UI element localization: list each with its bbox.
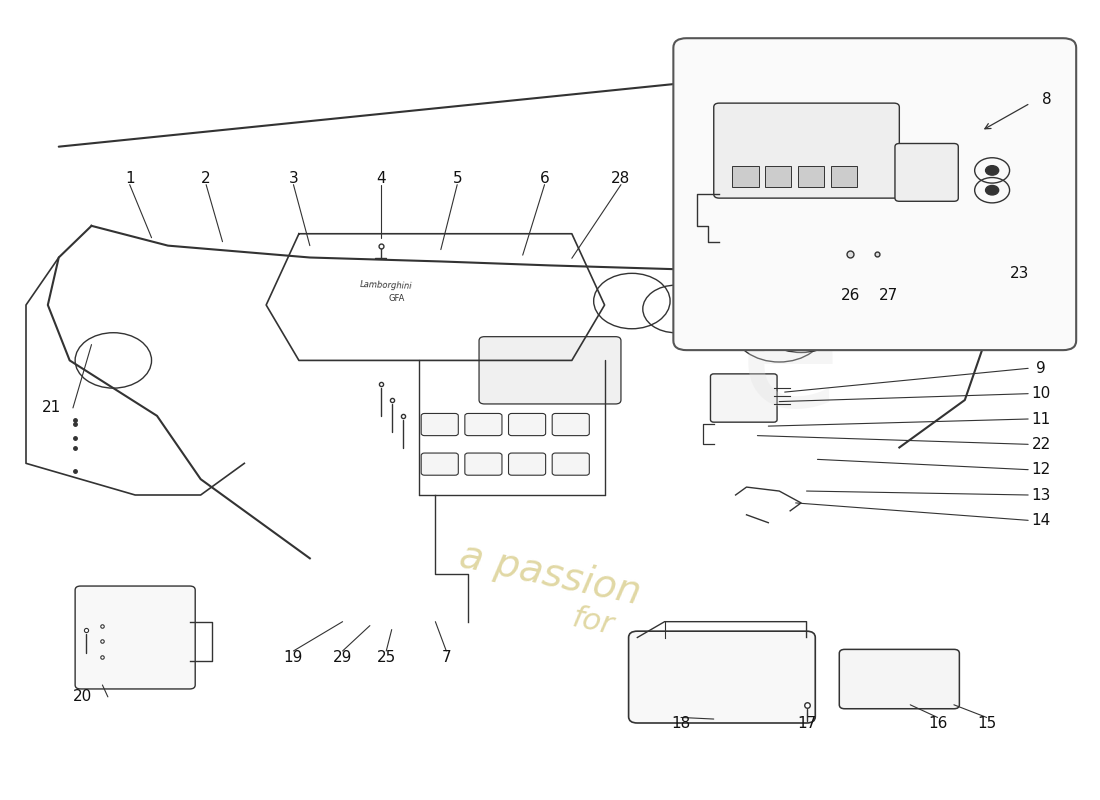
Circle shape	[986, 166, 999, 175]
Text: 11: 11	[1032, 411, 1050, 426]
Text: 9: 9	[1036, 361, 1046, 376]
Text: 7: 7	[441, 650, 451, 665]
FancyBboxPatch shape	[421, 453, 459, 475]
Text: 10: 10	[1032, 386, 1050, 401]
FancyBboxPatch shape	[465, 414, 502, 436]
Text: 1: 1	[125, 171, 134, 186]
Text: 27: 27	[879, 288, 898, 303]
Text: 23: 23	[1010, 266, 1030, 281]
FancyBboxPatch shape	[552, 453, 590, 475]
Text: 6: 6	[540, 171, 549, 186]
Text: 28: 28	[612, 171, 630, 186]
FancyBboxPatch shape	[478, 337, 622, 404]
Text: 20: 20	[73, 690, 92, 704]
Text: 4: 4	[376, 171, 386, 186]
FancyBboxPatch shape	[798, 166, 824, 187]
FancyBboxPatch shape	[895, 143, 958, 202]
FancyBboxPatch shape	[552, 414, 590, 436]
Text: for: for	[570, 603, 617, 640]
Text: 17: 17	[796, 715, 816, 730]
FancyBboxPatch shape	[766, 166, 791, 187]
FancyBboxPatch shape	[465, 453, 502, 475]
Text: 19: 19	[284, 650, 304, 665]
Text: 22: 22	[1032, 437, 1050, 452]
Text: 14: 14	[1032, 513, 1050, 528]
Text: 16: 16	[928, 715, 947, 730]
Text: GFA: GFA	[389, 294, 406, 303]
FancyBboxPatch shape	[714, 103, 900, 198]
Text: 18: 18	[671, 715, 691, 730]
Text: 2: 2	[201, 171, 211, 186]
Text: a passion: a passion	[455, 537, 645, 612]
FancyBboxPatch shape	[830, 166, 857, 187]
FancyBboxPatch shape	[628, 631, 815, 723]
FancyBboxPatch shape	[673, 38, 1076, 350]
Text: 5: 5	[452, 171, 462, 186]
FancyBboxPatch shape	[839, 650, 959, 709]
Text: 15: 15	[977, 715, 997, 730]
FancyBboxPatch shape	[421, 414, 459, 436]
Text: 21: 21	[42, 401, 60, 415]
Text: Lamborghini: Lamborghini	[360, 280, 412, 290]
Text: 29: 29	[333, 650, 352, 665]
FancyBboxPatch shape	[733, 166, 759, 187]
FancyBboxPatch shape	[75, 586, 195, 689]
Text: 8: 8	[1042, 92, 1052, 106]
Text: 3: 3	[288, 171, 298, 186]
Text: 25: 25	[376, 650, 396, 665]
Text: 13: 13	[1032, 487, 1050, 502]
Circle shape	[986, 186, 999, 195]
FancyBboxPatch shape	[711, 374, 777, 422]
Text: 26: 26	[840, 288, 860, 303]
FancyBboxPatch shape	[508, 414, 546, 436]
Text: 12: 12	[1032, 462, 1050, 477]
Text: e: e	[739, 279, 842, 442]
FancyBboxPatch shape	[508, 453, 546, 475]
